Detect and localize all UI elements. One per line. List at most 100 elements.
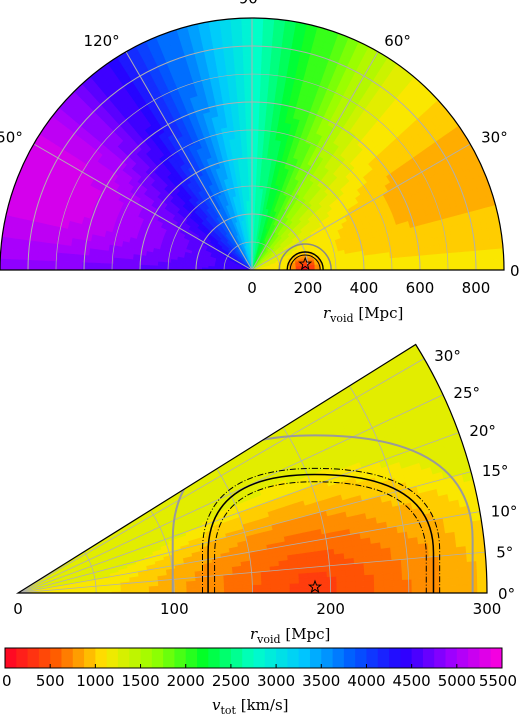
field-cell [239,124,247,133]
field-cell [373,567,384,575]
field-cell [231,112,240,121]
field-cell [235,87,245,95]
field-cell [251,137,259,145]
colorbar-cell [16,648,28,668]
colorbar-cell [343,648,356,668]
field-cell [235,80,245,89]
field-cell [421,261,429,270]
field-cell [82,247,90,257]
field-cell [408,255,416,264]
field-cell [466,552,477,562]
field-cell [439,570,450,579]
field-cell [251,30,263,38]
field-cell [126,253,134,260]
colorbar-label: vtot [km/s] [212,696,289,717]
field-cell [383,586,394,593]
field-cell [94,262,102,270]
field-cell [389,257,398,265]
field-cell [150,265,158,270]
field-cell [326,575,338,583]
field-cell [256,143,264,152]
field-cell [383,257,391,265]
field-cell [237,106,246,114]
field-cell [68,261,77,270]
field-cell [391,565,403,574]
angle-tick-label: 0° [510,262,520,280]
field-cell [445,538,457,549]
bottom-wedge-panel: 0°5°10°15°20°25°30° 0 100 200 300 rvoid [Mp… [13,343,517,646]
colorbar-cell [163,648,175,668]
field-cell [261,36,273,45]
colorbar-cell [355,648,367,668]
field-cell [410,557,421,566]
field-cell [289,573,300,580]
field-cell [43,260,51,270]
field-cell [497,258,504,270]
field-cell [402,585,413,593]
field-cell [258,112,267,120]
radius-tick-label: 200 [294,279,323,297]
colorbar-cell [298,648,311,668]
field-cell [453,260,461,270]
field-cell [433,253,442,263]
field-cell [236,99,246,108]
field-cell [233,61,244,70]
field-cell [251,112,260,120]
colorbar-cell [253,648,266,668]
field-cell [176,266,184,270]
field-cell [430,585,441,593]
field-cell [317,576,328,583]
field-cell [12,248,21,261]
field-cell [261,30,274,39]
field-cell [392,572,403,581]
field-cell [237,112,246,120]
field-cell [411,571,422,580]
field-cell [391,559,402,568]
field-cell [6,248,14,260]
field-cell [241,36,253,44]
field-cell [396,263,404,270]
field-cell [419,556,431,566]
field-cell [182,266,190,270]
colorbar-cell [309,648,322,668]
colorbar-cell [377,648,390,668]
field-cell [355,580,366,588]
field-cell [252,588,263,593]
field-cell [251,105,260,113]
field-cell [392,579,403,587]
field-cell [476,576,487,586]
colorbar-cell [264,648,277,668]
field-cell [251,55,262,63]
field-cell [188,266,196,270]
field-cell [475,551,487,562]
angle-tick-label: 30° [434,347,461,365]
field-cell [63,244,72,255]
field-cell [364,586,375,593]
field-cell [194,267,202,270]
field-cell [241,150,248,158]
field-cell [251,175,257,183]
field-cell [251,118,259,126]
field-cell [432,244,441,255]
field-cell [239,131,247,139]
field-cell [307,571,319,579]
field-cell [456,545,467,555]
field-cell [298,582,310,589]
angle-tick-label: 15° [482,462,509,480]
field-cell [382,573,394,581]
field-cell [401,565,412,574]
field-cell [335,569,347,577]
field-cell [354,574,366,582]
angle-tick-label: 150° [0,129,23,147]
bottom-radius-labels: 0 100 200 300 [13,600,501,618]
colorbar-tick-label: 3000 [257,672,295,690]
field-cell [246,149,253,158]
colorbar-cell [61,648,74,668]
field-cell [243,93,253,101]
field-cell [484,259,492,270]
field-cell [427,253,435,263]
field-cell [474,543,486,554]
field-cell [157,261,165,267]
angle-tick-label: 120° [84,32,120,50]
